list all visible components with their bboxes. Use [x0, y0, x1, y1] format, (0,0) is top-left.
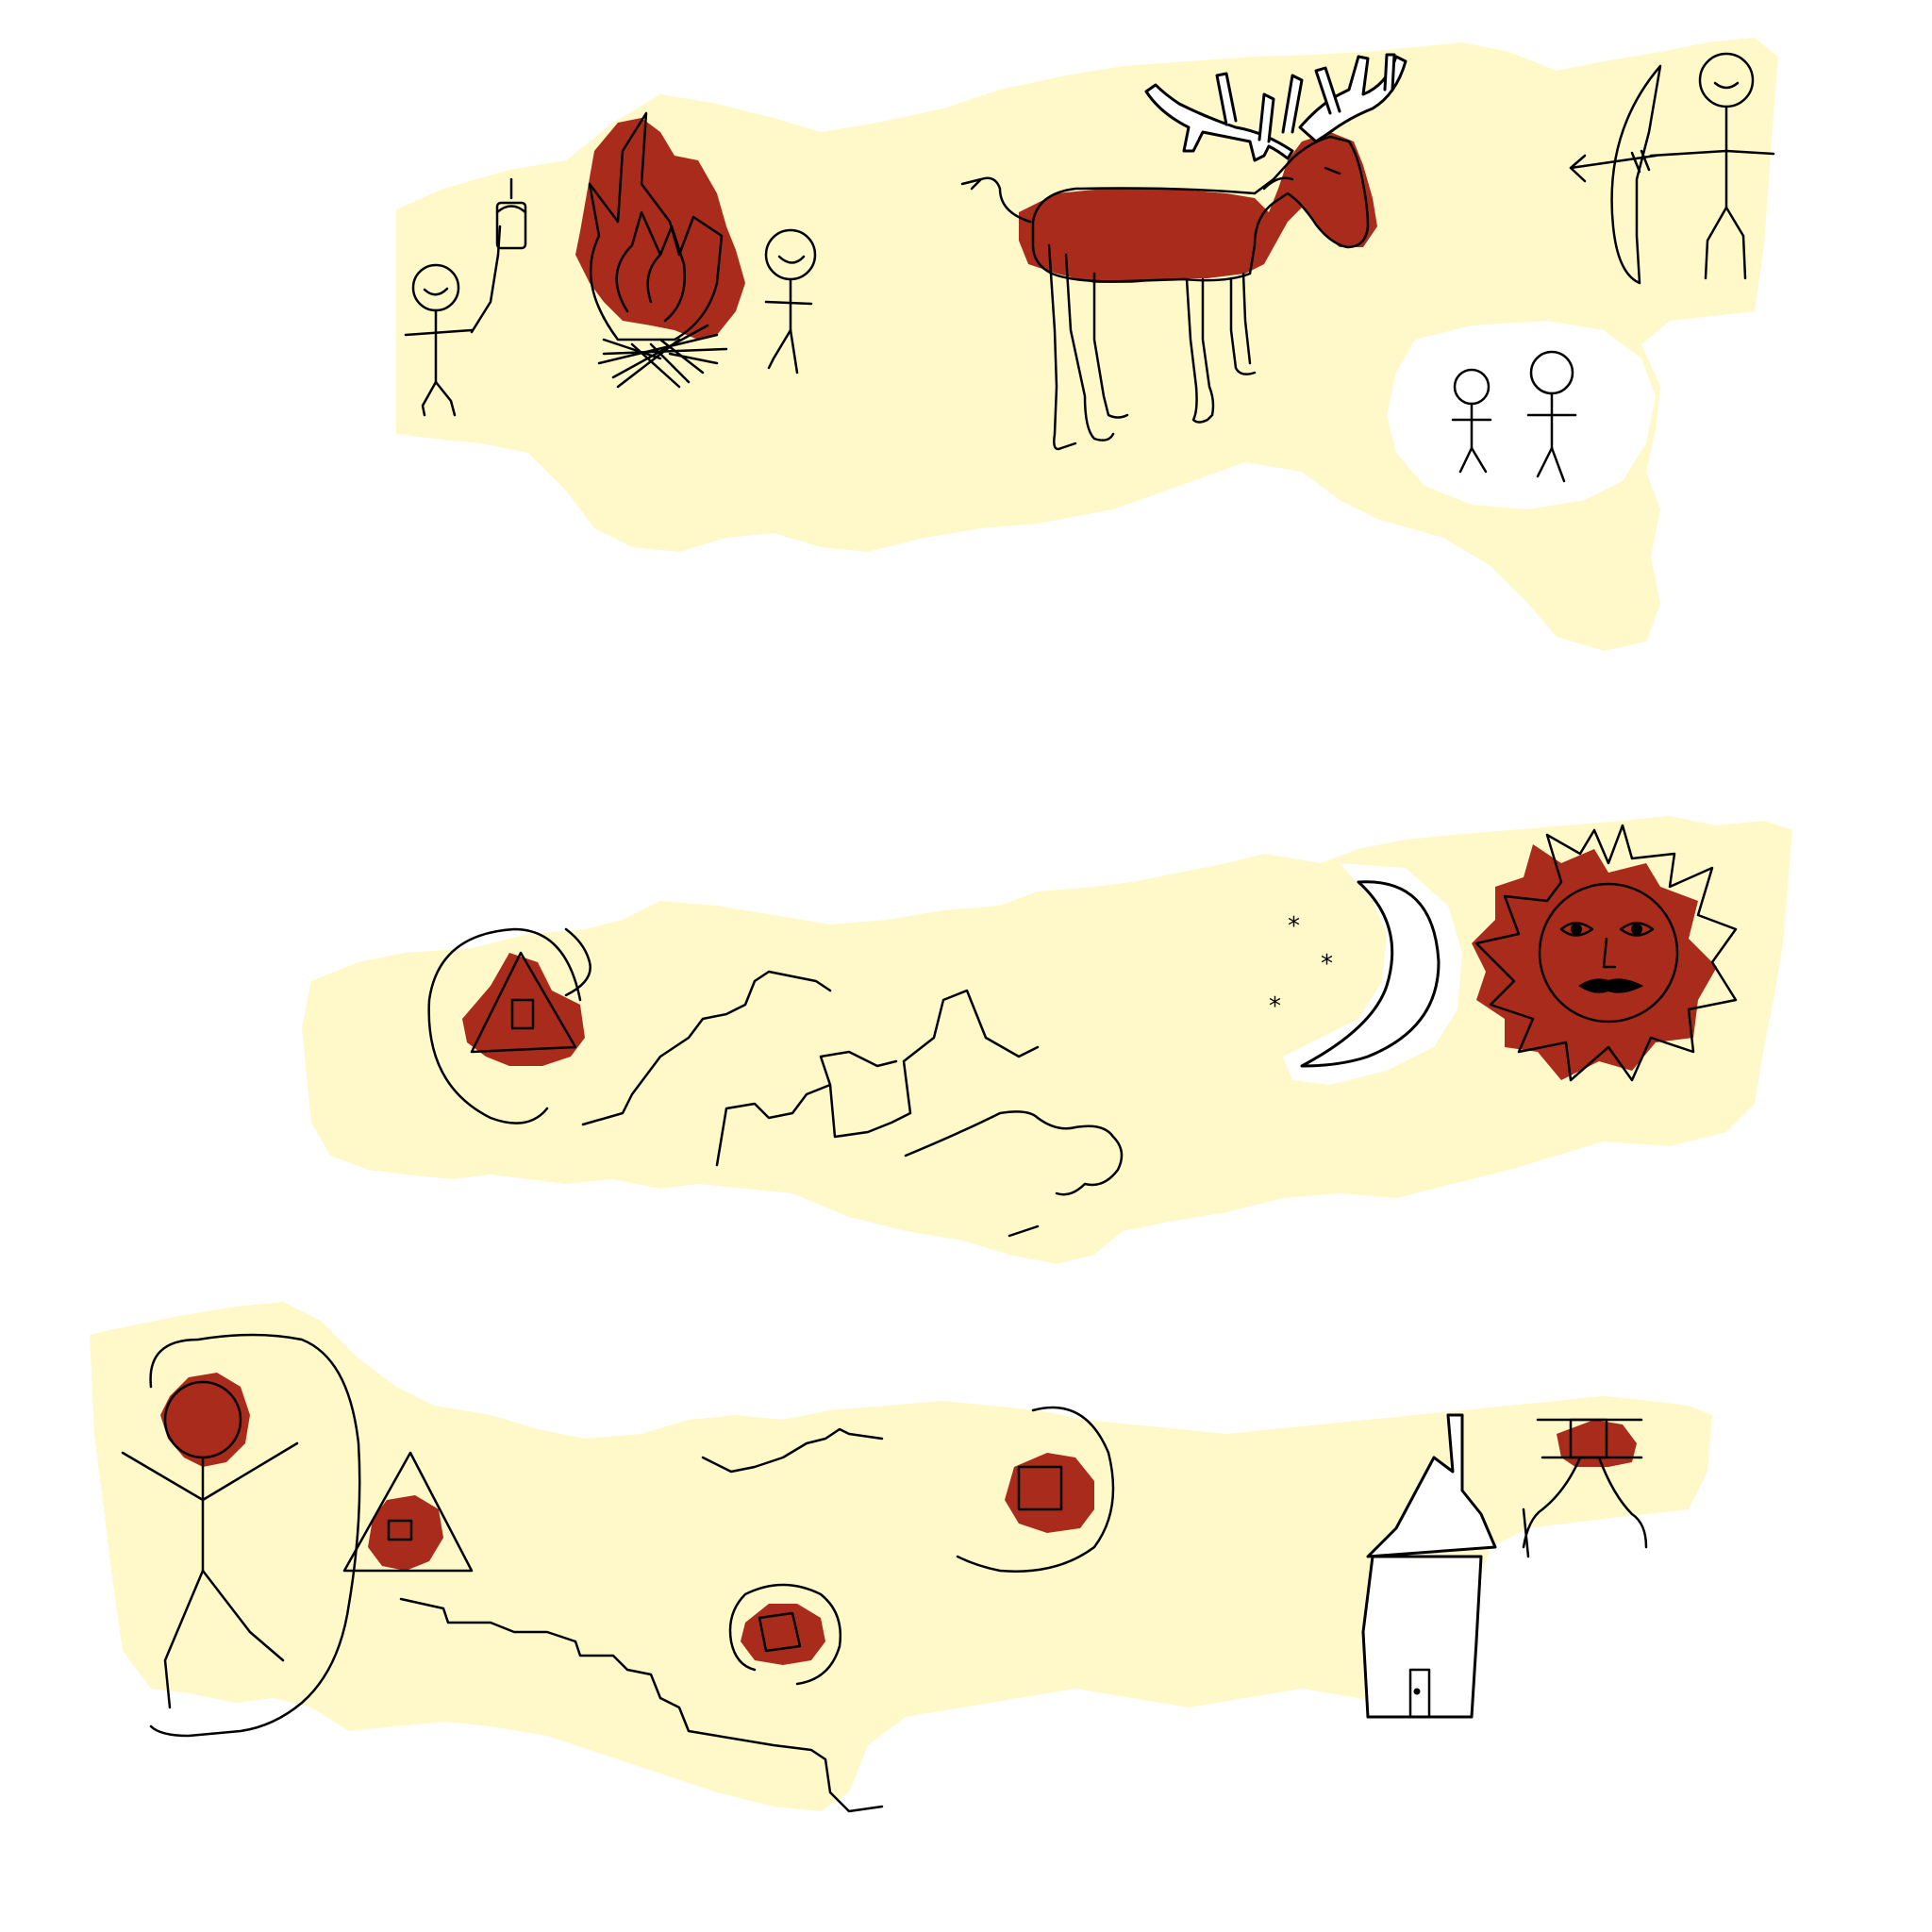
mountain-ridge: [581, 970, 1040, 1167]
stars: * * *: [1269, 912, 1333, 1021]
person-by-fire: [764, 228, 817, 375]
top-rock-panel: [396, 38, 1778, 651]
moon-icon: [1283, 863, 1462, 1085]
two-people: [1387, 321, 1656, 509]
cook-with-pot: [404, 177, 527, 417]
sun-icon: [1472, 824, 1738, 1082]
campfire: [575, 111, 745, 389]
winding-path: [399, 1427, 884, 1813]
tent-in-circle: [427, 927, 591, 1124]
star-icon: *: [1269, 992, 1281, 1021]
bottom-rock-panel: [90, 1302, 1712, 1811]
bow-icon: [1610, 64, 1662, 285]
big-figure: [121, 1333, 361, 1738]
star-icon: *: [1321, 950, 1333, 978]
deer-icon: [960, 53, 1407, 451]
square-in-circle-right: [956, 1406, 1115, 1573]
pot-icon: [495, 201, 527, 250]
triangle-tent: [342, 1451, 474, 1573]
tent-icon: [470, 951, 577, 1054]
square-in-circle-bottom: [728, 1583, 841, 1686]
star-icon: *: [1288, 912, 1300, 941]
white-patch: [1387, 321, 1656, 509]
archer: [1569, 52, 1775, 285]
house-icon: [1361, 1413, 1497, 1719]
table-figure: [1522, 1418, 1648, 1558]
cloud-line: [904, 1110, 1124, 1238]
fire-icon: [588, 111, 724, 341]
